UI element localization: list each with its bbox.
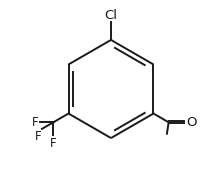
Text: F: F <box>34 130 41 143</box>
Text: F: F <box>32 116 39 129</box>
Text: Cl: Cl <box>105 9 117 22</box>
Text: O: O <box>186 116 196 129</box>
Text: F: F <box>50 137 57 150</box>
